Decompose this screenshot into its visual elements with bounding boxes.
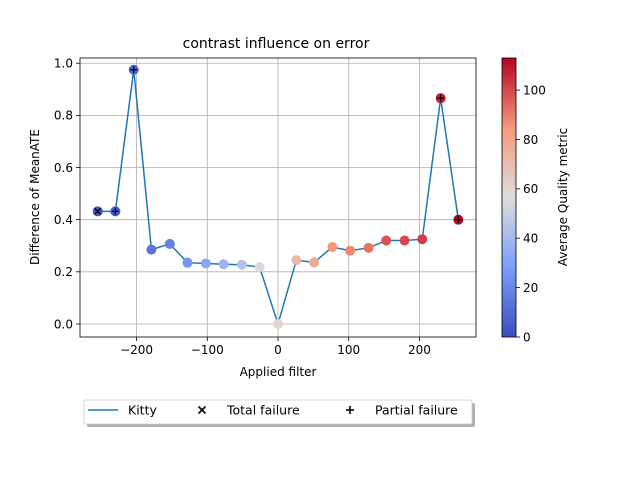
legend-total-failure-swatch [197, 405, 207, 415]
colorbar-ticks: 0 20 40 60 80 100 [516, 83, 546, 344]
x-axis-label: Applied filter [240, 365, 317, 379]
data-point [381, 235, 392, 246]
x-tick-label: 200 [408, 343, 431, 357]
colorbar-label: Average Quality metric [556, 128, 570, 266]
x-tick-label: 100 [337, 343, 360, 357]
y-tick-label: 0.2 [54, 265, 73, 279]
legend-kitty-label: Kitty [128, 403, 157, 418]
data-point [345, 245, 356, 256]
data-point [291, 255, 302, 266]
legend-box [83, 399, 473, 425]
chart-title: contrast influence on error [183, 36, 370, 52]
data-point [363, 242, 374, 253]
legend-partial-failure-swatch [346, 406, 354, 414]
y-tick-label: 0.0 [54, 317, 73, 331]
y-tick-label: 0.8 [54, 109, 73, 123]
legend: Kitty Total failure Partial failure [83, 399, 475, 427]
data-point [218, 259, 229, 270]
legend-partial-failure-label: Partial failure [375, 403, 458, 418]
data-point [273, 318, 283, 329]
partial-failure-marker [111, 207, 119, 215]
x-axis-ticks: −200 −100 0 100 200 [120, 337, 431, 357]
legend-total-failure-label: Total failure [226, 403, 300, 418]
x-tick-label: −200 [120, 343, 153, 357]
colorbar-tick-label: 40 [523, 232, 538, 246]
data-point [417, 234, 428, 245]
total-failure-stroke [94, 207, 102, 215]
colorbar-tick-label: 0 [523, 330, 531, 344]
data-point [236, 259, 247, 270]
partial-failure-marker [437, 94, 445, 102]
data-point [182, 257, 193, 268]
x-tick-label: 0 [274, 343, 282, 357]
failure-markers [94, 66, 462, 224]
data-point [164, 238, 175, 249]
colorbar-tick-label: 80 [523, 133, 538, 147]
colorbar-tick-label: 60 [523, 182, 538, 196]
data-point [399, 235, 410, 246]
y-tick-label: 0.6 [54, 161, 73, 175]
data-point [200, 258, 211, 269]
total-failure-marker [94, 207, 102, 215]
data-point [327, 242, 338, 253]
data-point [254, 262, 265, 273]
partial-failure-marker [130, 66, 138, 74]
x-tick-label: −100 [191, 343, 224, 357]
data-point [146, 244, 157, 255]
y-axis-label: Difference of MeanATE [28, 129, 42, 265]
partial-failure-marker [454, 216, 462, 224]
y-axis-ticks: 0.0 0.2 0.4 0.6 0.8 1.0 [54, 57, 80, 331]
y-tick-label: 0.4 [54, 213, 73, 227]
y-tick-label: 1.0 [54, 57, 73, 71]
grid [80, 58, 476, 337]
colorbar-tick-label: 100 [523, 83, 546, 97]
colorbar-tick-label: 20 [523, 281, 538, 295]
data-point [309, 257, 320, 268]
colorbar [501, 57, 517, 338]
